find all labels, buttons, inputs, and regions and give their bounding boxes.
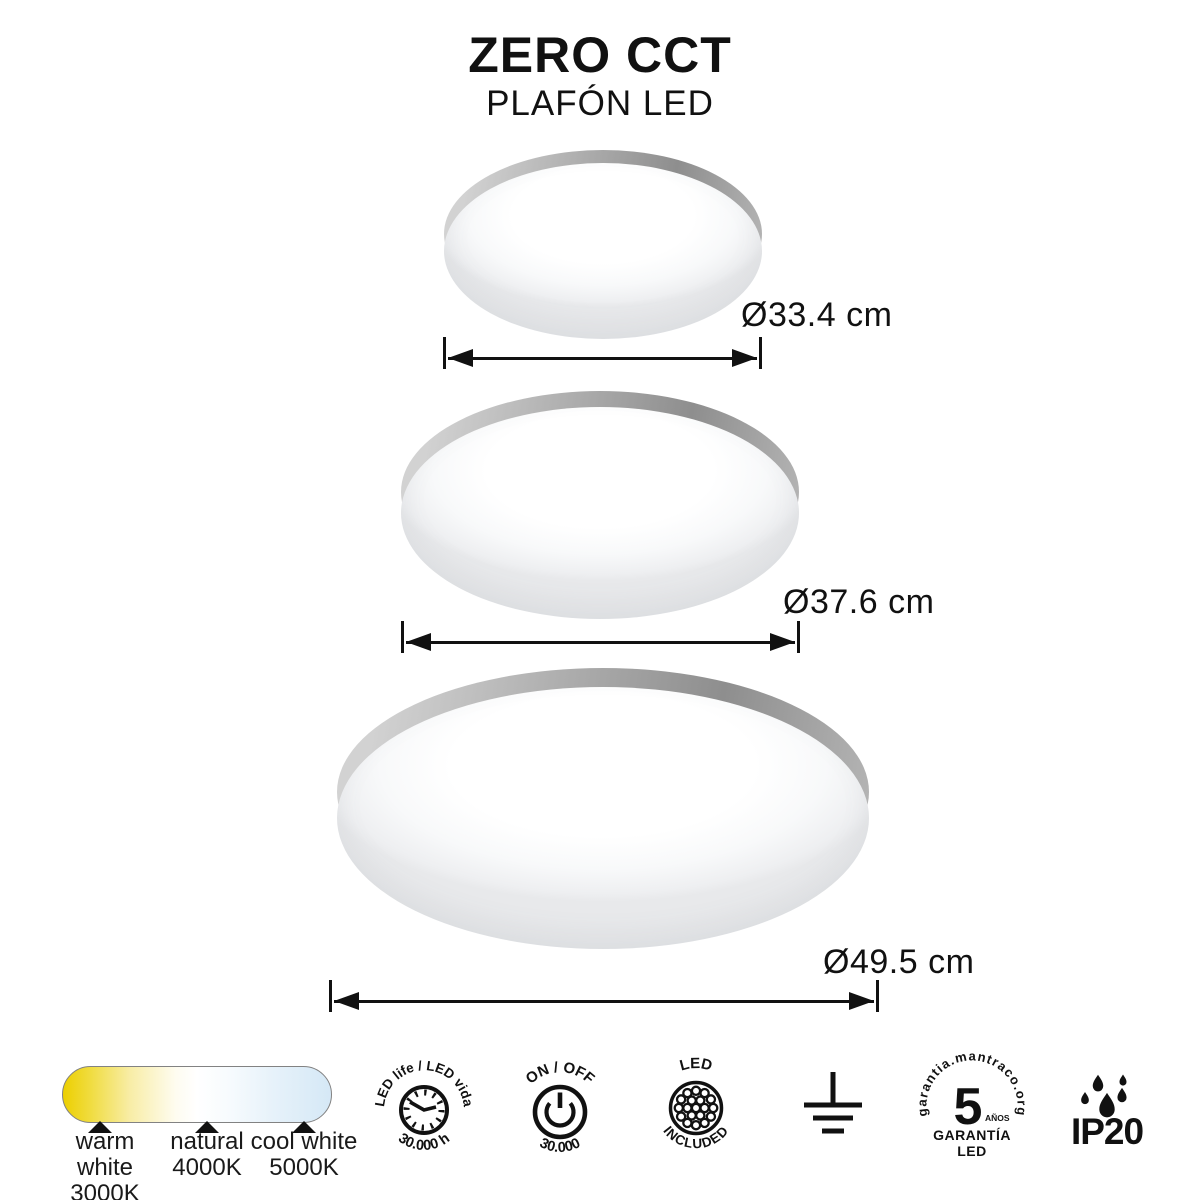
arrowhead-left [448,349,473,367]
diameter-label-small: Ø33.4 cm [741,296,893,334]
warranty-line2: LED [957,1143,987,1159]
cct-label-kelvin: 4000K [172,1154,242,1181]
cct-gradient-bar [62,1066,332,1123]
clock-bottom-text: 30.000 h [395,1130,453,1154]
dimension-line-medium [401,621,800,655]
lamp-illustration-large [337,668,869,950]
led-dots [673,1085,719,1131]
cct-marker-warm-icon [88,1121,112,1133]
power-icon: ON / OFF 30.000 [523,1059,598,1156]
power-bottom-text: 30.000 [537,1135,583,1156]
cct-label-natural: natural 4000K [147,1129,267,1181]
arrowhead-left [334,992,359,1010]
clock-icon: LED life / LED vida 30.000 h [372,1058,476,1154]
dim-tick-left [443,337,446,369]
cct-label-kelvin: 5000K [269,1154,339,1181]
warranty-years: 5 [954,1078,983,1136]
clock-face [399,1085,449,1135]
power-ring [532,1084,588,1140]
warranty-line1: GARANTÍA [933,1127,1011,1143]
dim-line [406,641,795,644]
cct-marker-natural-icon [195,1121,219,1133]
dim-tick-left [329,980,332,1012]
cct-marker-cool-icon [292,1121,316,1133]
product-title: ZERO CCT [468,27,732,83]
dim-tick-right [759,337,762,369]
lamp-illustration-small [444,150,762,342]
led-cluster-ring [668,1080,724,1136]
cct-label-name: warm white [75,1128,135,1181]
led-top-text: LED [678,1055,714,1074]
arrowhead-right [732,349,757,367]
ip-rating-label: IP20 [1071,1111,1144,1151]
dim-tick-right [876,980,879,1012]
dim-tick-left [401,621,404,653]
dimension-line-small [443,337,762,371]
clock-top-text: LED life / LED vida [372,1058,476,1108]
arrowhead-right [770,633,795,651]
cct-label-cool: cool white 5000K [244,1129,364,1181]
clock-hands [409,1100,437,1112]
arrowhead-right [849,992,874,1010]
lamp-illustration-medium [401,391,799,621]
dim-tick-right [797,621,800,653]
cct-label-name: natural [170,1128,244,1155]
product-subtitle: PLAFÓN LED [486,84,714,123]
arrowhead-left [406,633,431,651]
cct-label-warm: warm white 3000K [45,1129,165,1200]
power-top-text: ON / OFF [523,1059,598,1087]
power-arc [544,1101,576,1128]
clock-ticks [403,1089,445,1131]
diameter-label-large: Ø49.5 cm [823,943,975,981]
warranty-years-unit: AÑOS [985,1113,1010,1123]
led-bottom-text: INCLUDED [660,1123,731,1151]
led-cluster-icon: LED INCLUDED [660,1055,731,1151]
lamp-dome [337,687,869,949]
cct-label-name: cool white [250,1128,358,1155]
lamp-dome [401,407,799,619]
lamp-dome [444,163,762,339]
dimension-line-large [329,980,879,1014]
dim-line [334,1000,874,1003]
earth-ground-icon [804,1072,862,1134]
water-drops-icon: IP20 [1071,1074,1144,1151]
diameter-label-medium: Ø37.6 cm [783,583,935,621]
warranty-seal-icon: garantia.mantraco.org 5 AÑOS GARANTÍA LE… [914,1051,1028,1159]
dim-line [448,357,757,360]
cct-label-kelvin: 3000K [70,1180,140,1200]
